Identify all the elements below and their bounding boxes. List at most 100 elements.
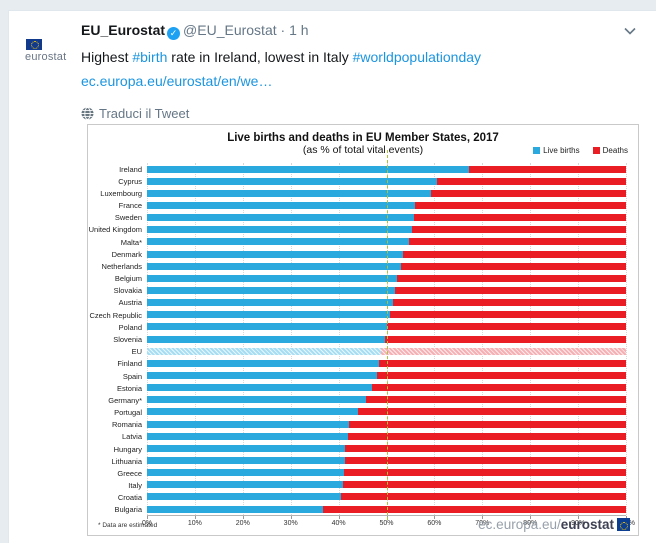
tweet-time[interactable]: 1 h [289, 22, 309, 38]
live-births-bar-segment [147, 493, 342, 501]
deaths-bar-segment [344, 469, 626, 477]
live-births-bar-segment [147, 432, 349, 440]
eurostat-mini-logo-icon [617, 518, 630, 531]
live-births-bar-segment [147, 214, 414, 222]
live-births-bar-segment [147, 165, 469, 173]
live-births-bar-segment [147, 262, 402, 270]
bar-row [147, 357, 626, 369]
hashtag-link[interactable]: #worldpopulationday [352, 49, 482, 65]
deaths-bar-segment [468, 165, 626, 173]
live-births-bar-segment [147, 286, 396, 294]
deaths-bar-segment [392, 299, 626, 307]
live-births-bar-segment [147, 444, 346, 452]
live-births-bar-segment [147, 420, 349, 428]
translate-tweet-link[interactable]: Traduci il Tweet [81, 106, 642, 121]
chart-legend: Live births Deaths [533, 146, 628, 155]
bar-row [147, 260, 626, 272]
bar-row [147, 224, 626, 236]
deaths-bar-segment [437, 177, 626, 185]
legend-swatch-icon [533, 147, 541, 154]
deaths-bar-segment [376, 371, 626, 379]
axis-tickmark [530, 516, 532, 519]
legend-item: Live births [533, 146, 580, 155]
deaths-bar-segment [378, 359, 626, 367]
live-births-bar-segment [147, 408, 358, 416]
axis-tickmark [578, 516, 580, 519]
gridline [626, 163, 627, 515]
axis-tickmark [290, 516, 292, 519]
bar-row [147, 345, 626, 357]
live-births-bar-segment [147, 238, 409, 246]
author-handle[interactable]: @EU_Eurostat [183, 22, 277, 38]
live-births-bar-segment [147, 505, 324, 513]
live-births-bar-segment [147, 226, 413, 234]
avatar-logo-text: eurostat [25, 51, 67, 63]
legend-label: Deaths [602, 146, 628, 155]
live-births-bar-segment [147, 201, 415, 209]
country-label: Slovakia [113, 286, 142, 296]
author-name[interactable]: EU_Eurostat [81, 22, 166, 38]
tweet-card: eurostat EU_Eurostat ✓ @EU_Eurostat · 1 h … [8, 10, 656, 543]
country-label: Finland [117, 359, 142, 369]
axis-tick-label: 70% [475, 520, 490, 527]
tweet-text-segment: Highest [81, 49, 133, 65]
live-births-bar-segment [147, 311, 390, 319]
axis-tickmark [338, 516, 340, 519]
country-label: Bulgaria [114, 505, 142, 515]
bar-row [147, 199, 626, 211]
deaths-bar-segment [348, 432, 626, 440]
axis-tick-label: 20% [235, 520, 250, 527]
fifty-percent-reference-line [386, 150, 388, 520]
chevron-down-icon[interactable] [622, 23, 638, 39]
live-births-bar-segment [147, 347, 382, 355]
country-label: Czech Republic [89, 310, 142, 320]
axis-tick-label: 90% [571, 520, 586, 527]
axis-tickmark [242, 516, 244, 519]
axis-tickmark [482, 516, 484, 519]
axis-tick-label: 30% [283, 520, 298, 527]
axis-tick-label: 40% [331, 520, 346, 527]
deaths-bar-segment [341, 493, 626, 501]
axis-tickmark [147, 516, 148, 519]
live-births-bar-segment [147, 359, 379, 367]
chart-subtitle: (as % of total vital events) [302, 144, 424, 156]
live-births-bar-segment [147, 189, 431, 197]
live-births-bar-segment [147, 384, 373, 392]
globe-icon [81, 107, 94, 120]
avatar[interactable]: eurostat [25, 39, 77, 71]
country-label: Hungary [113, 444, 142, 454]
tweet-url-link[interactable]: ec.europa.eu/eurostat/en/we… [81, 73, 273, 89]
country-label: Sweden [114, 213, 142, 223]
bar-row [147, 187, 626, 199]
deaths-bar-segment [389, 311, 626, 319]
deaths-bar-segment [385, 335, 626, 343]
country-label: Romania [111, 420, 142, 430]
tweet-header: EU_Eurostat ✓ @EU_Eurostat · 1 h [81, 21, 642, 40]
live-births-bar-segment [147, 250, 404, 258]
deaths-bar-segment [323, 505, 626, 513]
bar-row [147, 284, 626, 296]
deaths-bar-segment [412, 226, 626, 234]
live-births-bar-segment [147, 323, 387, 331]
bar-row [147, 309, 626, 321]
country-label: Cyprus [118, 176, 142, 186]
country-label: Croatia [117, 493, 142, 503]
tweet-text-segment: rate in Ireland, lowest in Italy [167, 49, 353, 65]
watermark-prefix: ec.europa.eu/ [478, 517, 561, 532]
chart-footnote: * Data are estimated [98, 522, 158, 529]
country-label: Estonia [116, 383, 142, 393]
plot-area [147, 150, 627, 520]
axis-tickmark [434, 516, 436, 519]
separator-dot: · [280, 22, 286, 38]
bar-row [147, 382, 626, 394]
live-births-bar-segment [147, 335, 386, 343]
deaths-bar-segment [386, 323, 626, 331]
country-label: Austria [118, 298, 142, 308]
bar-row [147, 418, 626, 430]
axis-tick-label: 0% [141, 520, 153, 527]
hashtag-link[interactable]: #birth [132, 49, 168, 65]
deaths-bar-segment [348, 420, 626, 428]
deaths-bar-segment [409, 238, 626, 246]
bar-row [147, 248, 626, 260]
bar-row [147, 454, 626, 466]
